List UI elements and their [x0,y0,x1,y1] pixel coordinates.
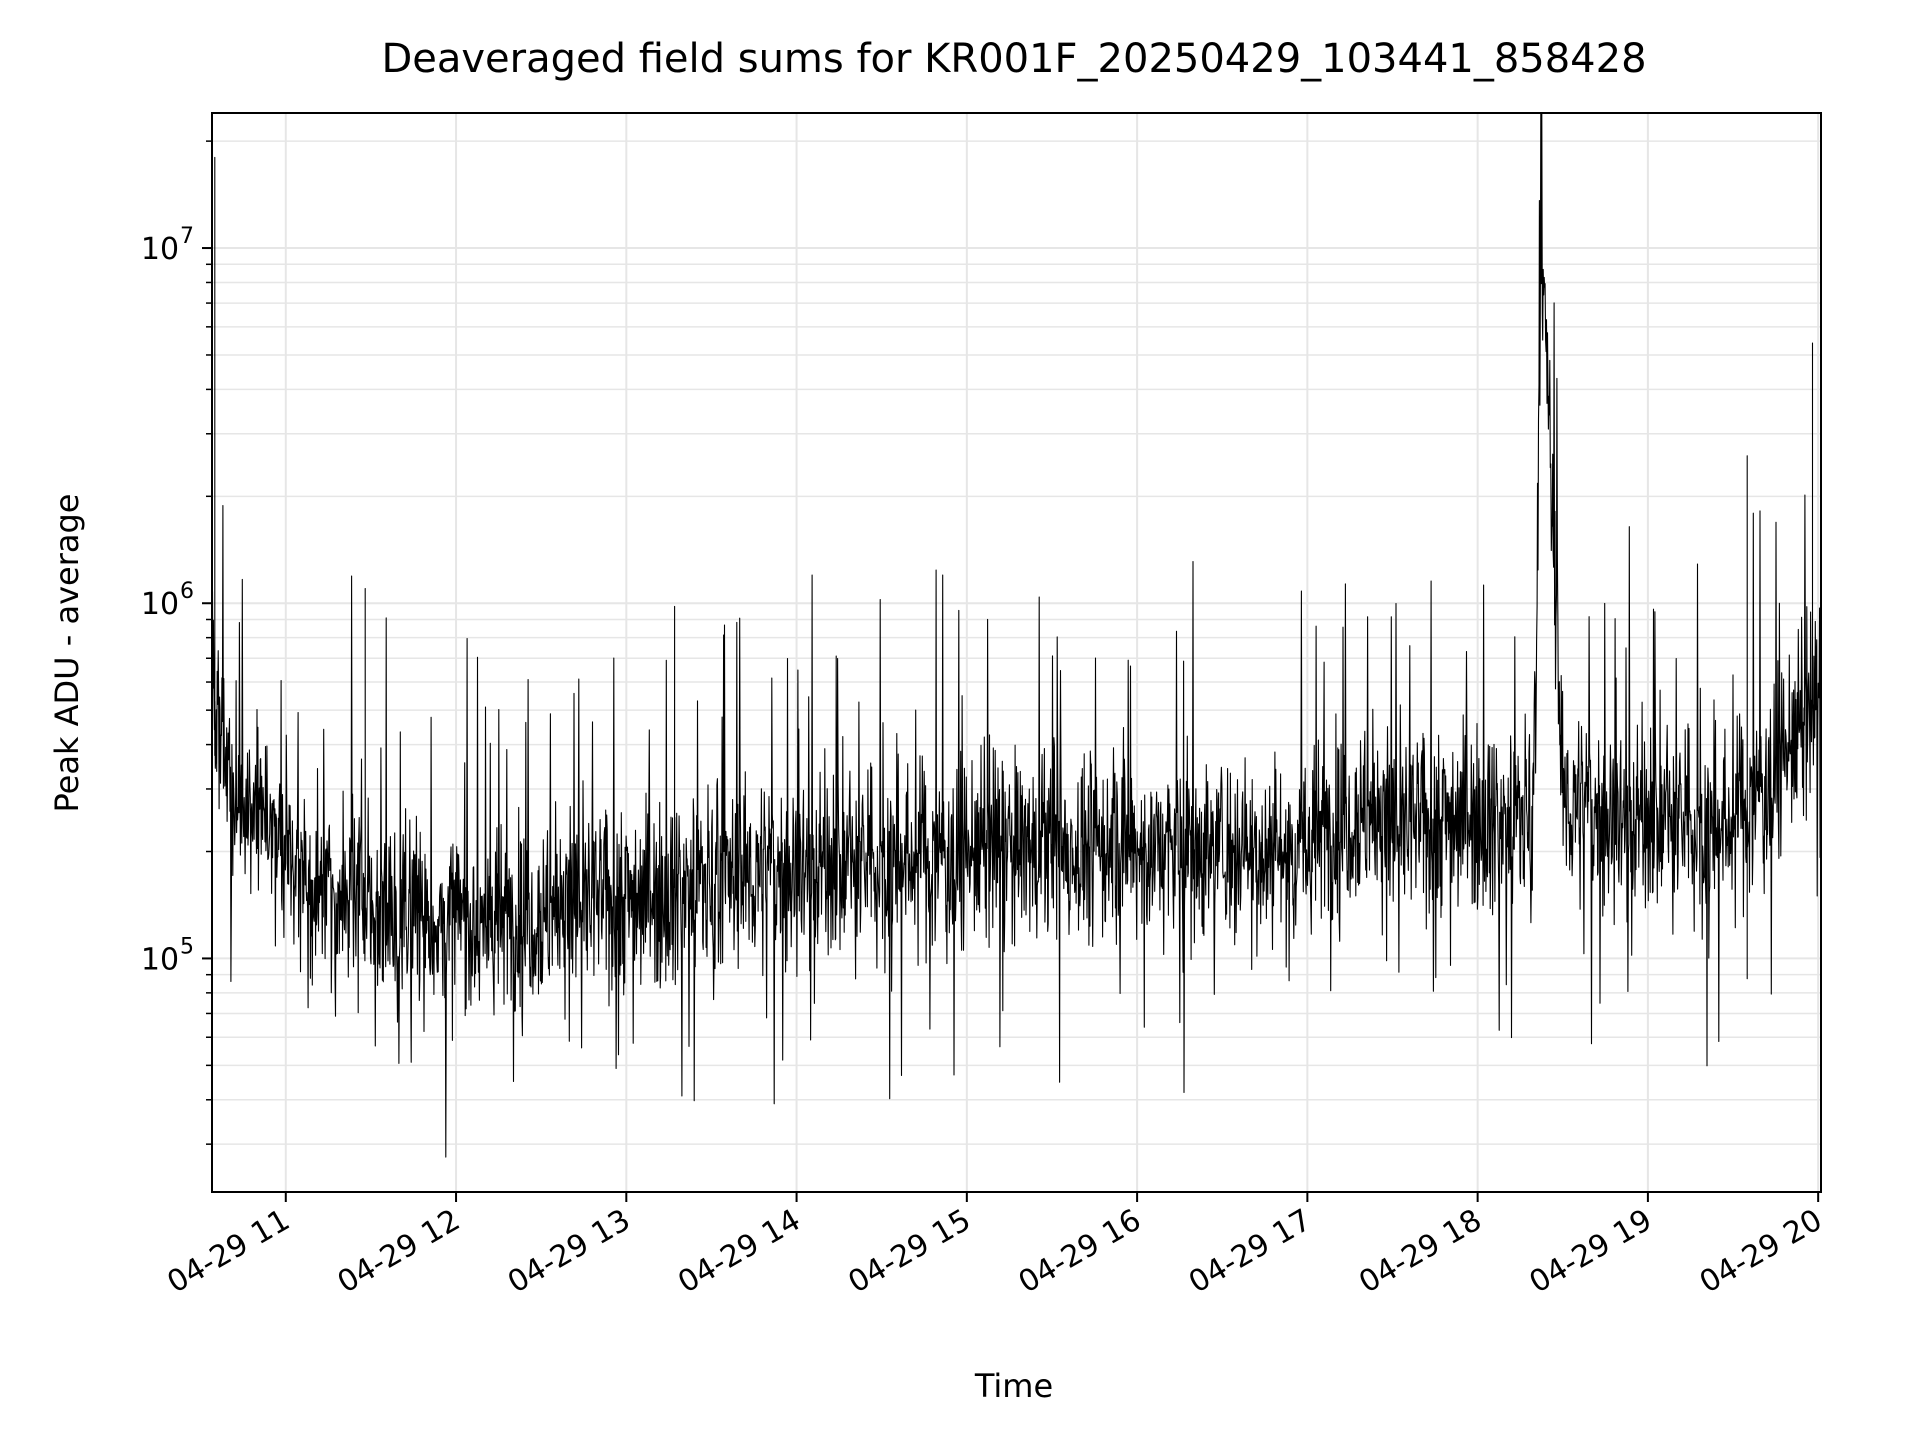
chart-title: Deaveraged field sums for KR001F_2025042… [381,36,1646,82]
y-axis-title: Peak ADU - average [48,494,86,813]
series-line [211,112,1822,1158]
series-layer [211,112,1822,1158]
y-tick-exponent: 7 [180,224,194,249]
grid [212,113,1821,1192]
x-axis-title: Time [974,1367,1053,1405]
y-tick-exponent: 5 [180,934,194,959]
y-tick-exponent: 6 [180,579,194,604]
y-tick-label: 10 [141,587,179,622]
plot-frame [211,112,1822,1193]
y-tick-label: 10 [141,942,179,977]
y-tick-label: 10 [141,232,179,267]
